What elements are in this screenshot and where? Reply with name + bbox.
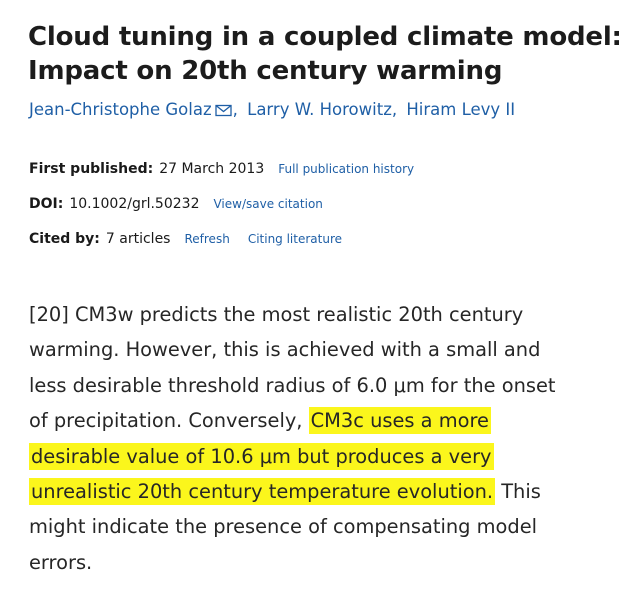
excerpt-paragraph: [20] CM3w predicts the most realistic 20… xyxy=(29,297,614,580)
doi-row: DOI: 10.1002/grl.50232 View/save citation xyxy=(29,196,323,212)
author-separator: , xyxy=(232,100,238,119)
doi-value: 10.1002/grl.50232 xyxy=(69,196,200,212)
article-title: Cloud tuning in a coupled climate model:… xyxy=(28,20,628,88)
first-published-label: First published: xyxy=(29,161,154,177)
author-link-horowitz[interactable]: Larry W. Horowitz, xyxy=(247,100,398,119)
author-link-levy[interactable]: Hiram Levy II xyxy=(406,100,516,119)
author-link-golaz[interactable]: Jean-Christophe Golaz xyxy=(29,100,212,119)
cited-by-value: 7 articles xyxy=(105,231,171,247)
excerpt-line: desirable value of 10.6 μm but produces … xyxy=(29,439,614,474)
cited-by-row: Cited by: 7 articles Refresh Citing literat… xyxy=(29,231,342,247)
article-title-line-2: Impact on 20th century warming xyxy=(28,56,503,86)
excerpt-line: warming. However, this is achieved with … xyxy=(29,338,541,362)
author-list: Jean-Christophe Golaz, Larry W. Horowitz… xyxy=(29,100,515,121)
citing-literature-link[interactable]: Citing literature xyxy=(247,232,343,246)
excerpt-line: errors. xyxy=(29,550,93,574)
first-published-value: 27 March 2013 xyxy=(159,161,265,177)
envelope-icon[interactable] xyxy=(214,102,232,121)
excerpt-text: of precipitation. Conversely, xyxy=(29,409,309,433)
view-save-citation-link[interactable]: View/save citation xyxy=(213,197,323,211)
refresh-link[interactable]: Refresh xyxy=(184,232,230,246)
highlighted-text: unrealistic 20th century temperature evo… xyxy=(29,478,496,506)
excerpt-text: This xyxy=(495,480,541,504)
excerpt-line: less desirable threshold radius of 6.0 μ… xyxy=(29,373,556,397)
doi-label: DOI: xyxy=(29,196,64,212)
first-published-row: First published: 27 March 2013 Full public… xyxy=(29,161,414,177)
cited-by-label: Cited by: xyxy=(29,231,100,247)
excerpt-line: unrealistic 20th century temperature evo… xyxy=(29,474,614,509)
excerpt-line: of precipitation. Conversely, CM3c uses … xyxy=(29,403,614,438)
highlighted-text: desirable value of 10.6 μm but produces … xyxy=(29,442,494,470)
article-title-line-1: Cloud tuning in a coupled climate model: xyxy=(28,22,622,52)
highlighted-text: CM3c uses a more xyxy=(308,407,491,435)
excerpt-line: might indicate the presence of compensat… xyxy=(29,515,538,539)
excerpt-line: [20] CM3w predicts the most realistic 20… xyxy=(29,303,524,326)
full-publication-history-link[interactable]: Full publication history xyxy=(278,162,415,176)
